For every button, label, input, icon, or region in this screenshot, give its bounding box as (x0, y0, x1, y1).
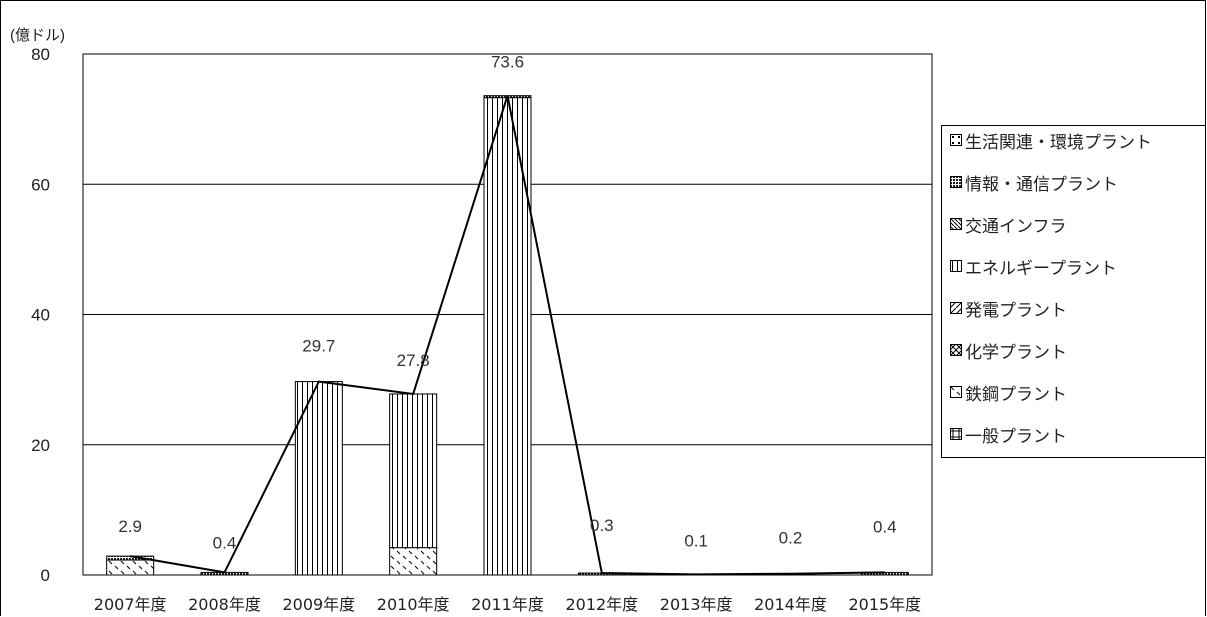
x-tick-label: 2012年度 (565, 595, 638, 614)
x-tick-label: 2007年度 (94, 595, 167, 614)
legend-item: 発電プラント (950, 296, 1067, 321)
y-tick-label: 40 (31, 306, 50, 325)
x-tick-label: 2011年度 (471, 595, 544, 614)
legend-label: 交通インフラ (965, 216, 1067, 237)
x-tick-label: 2013年度 (660, 595, 733, 614)
data-label: 73.6 (491, 53, 524, 72)
x-tick-label: 2008年度 (188, 595, 261, 614)
legend-label: 鉄鋼プラント (965, 384, 1067, 405)
legend-item: 生活関連・環境プラント (950, 128, 1152, 153)
x-axis-ticks: 2007年度 2008年度 2009年度 2010年度 2011年度 2012年度 2013… (94, 595, 921, 614)
x-tick-label: 2014年度 (754, 595, 827, 614)
legend-label: 化学プラント (965, 342, 1067, 363)
x-tick-label: 2010年度 (377, 595, 450, 614)
legend-item: エネルギープラント (950, 254, 1117, 279)
legend-item: 鉄鋼プラント (950, 380, 1067, 405)
legend-label: 発電プラント (965, 300, 1067, 321)
bar-segment (389, 547, 438, 576)
legend-swatch (950, 218, 962, 230)
legend-swatch (950, 386, 962, 398)
bar-segment (106, 559, 155, 576)
legend-item: 一般プラント (950, 422, 1067, 447)
data-label: 0.4 (213, 533, 237, 552)
legend-swatch (950, 302, 962, 314)
legend-swatch (950, 176, 962, 188)
legend-swatch (950, 260, 962, 272)
x-tick-label: 2015年度 (848, 595, 921, 614)
total-line-series (129, 95, 885, 576)
chart-plot-area: (億ドル) 0 20 40 60 80 2.9 0.4 29.7 27.8 73.6 0.3 0.1… (10, 27, 933, 614)
data-label: 0.2 (779, 529, 803, 548)
legend-item: 化学プラント (950, 338, 1067, 363)
legend-swatch (950, 428, 962, 440)
data-label: 0.4 (873, 517, 897, 536)
data-label: 29.7 (302, 337, 335, 356)
y-tick-label: 80 (31, 45, 50, 64)
bar-segment (294, 381, 343, 576)
bar-segment (389, 393, 438, 549)
bar-segment (106, 555, 155, 561)
y-axis-unit-label: (億ドル) (10, 27, 65, 44)
legend: 生活関連・環境プラント (941, 125, 1206, 458)
total-line (129, 95, 885, 576)
legend-item: 交通インフラ (950, 212, 1067, 237)
data-label: 2.9 (118, 517, 142, 536)
x-tick-label: 2009年度 (282, 595, 355, 614)
bar-segment (483, 97, 532, 576)
data-labels: 2.9 0.4 29.7 27.8 73.6 0.3 0.1 0.2 0.4 (118, 53, 896, 553)
legend-label: 生活関連・環境プラント (965, 132, 1152, 153)
data-label: 0.3 (590, 516, 614, 535)
data-label: 27.8 (397, 351, 430, 370)
legend-item: 情報・通信プラント (950, 170, 1118, 195)
bars (106, 95, 909, 576)
y-axis-ticks: 0 20 40 60 80 (31, 45, 50, 585)
legend-swatch (950, 344, 962, 356)
legend-label: 一般プラント (965, 426, 1067, 447)
legend-swatch (950, 134, 962, 146)
data-label: 0.1 (684, 531, 708, 550)
y-tick-label: 0 (41, 566, 50, 585)
y-tick-label: 20 (31, 436, 50, 455)
legend-label: 情報・通信プラント (965, 174, 1118, 195)
y-tick-label: 60 (31, 175, 50, 194)
legend-label: エネルギープラント (965, 258, 1117, 279)
